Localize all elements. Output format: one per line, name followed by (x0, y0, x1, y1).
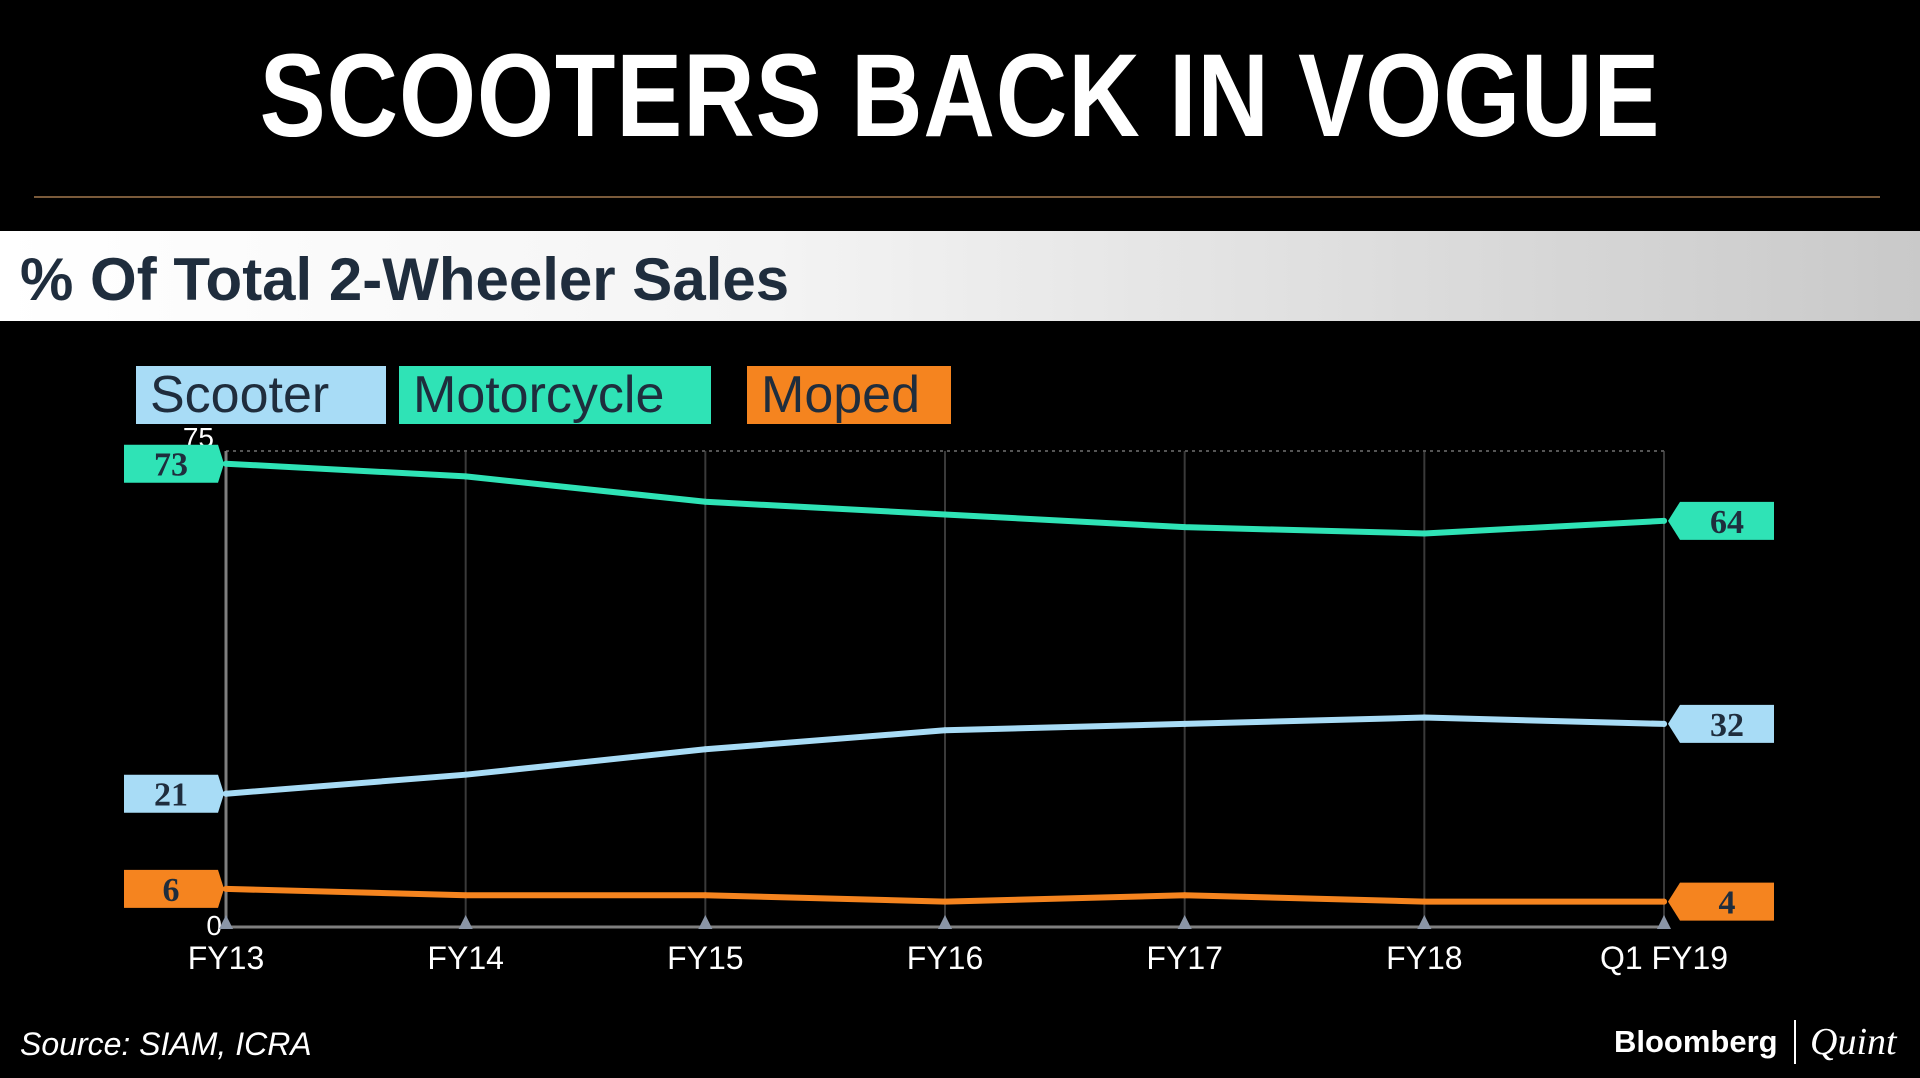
x-tick-marker-6 (1657, 915, 1671, 929)
data-point-scooter-6 (1661, 721, 1667, 727)
brand-sub: Quint (1810, 1020, 1897, 1064)
data-point-motorcycle-2 (702, 499, 708, 505)
data-point-scooter-4 (1182, 721, 1188, 727)
data-point-scooter-5 (1421, 715, 1427, 721)
end-label-moped: 4 (1719, 885, 1736, 922)
data-point-scooter-2 (702, 746, 708, 752)
start-label-motorcycle: 73 (154, 447, 188, 484)
end-label-scooter: 32 (1710, 707, 1744, 744)
data-point-moped-2 (702, 892, 708, 898)
x-tick-label: FY15 (667, 940, 743, 976)
x-tick-marker-1 (459, 915, 473, 929)
data-point-moped-1 (463, 892, 469, 898)
x-tick-marker-4 (1178, 915, 1192, 929)
data-point-motorcycle-5 (1421, 531, 1427, 537)
data-point-scooter-3 (942, 727, 948, 733)
x-tick-label: FY13 (188, 940, 264, 976)
data-point-moped-6 (1661, 899, 1667, 905)
start-label-moped: 6 (163, 872, 180, 909)
data-point-motorcycle-1 (463, 473, 469, 479)
end-label-motorcycle: 64 (1710, 504, 1744, 541)
x-tick-marker-5 (1417, 915, 1431, 929)
data-point-moped-4 (1182, 892, 1188, 898)
source-note: Source: SIAM, ICRA (20, 1026, 312, 1063)
x-tick-label: FY17 (1146, 940, 1222, 976)
data-point-motorcycle-4 (1182, 524, 1188, 530)
x-tick-label: FY14 (427, 940, 503, 976)
x-tick-marker-3 (938, 915, 952, 929)
x-tick-label: FY16 (907, 940, 983, 976)
start-label-scooter: 21 (154, 777, 188, 814)
x-tick-label: Q1 FY19 (1600, 940, 1728, 976)
y-tick-label-min: 0 (206, 910, 222, 941)
data-point-moped-5 (1421, 899, 1427, 905)
data-point-motorcycle-3 (942, 511, 948, 517)
x-tick-marker-2 (698, 915, 712, 929)
line-chart: 750FY13 FY14 FY15 FY16 FY17 FY18 Q1 FY19213273… (0, 0, 1920, 1078)
data-point-motorcycle-6 (1661, 518, 1667, 524)
data-point-scooter-1 (463, 772, 469, 778)
data-point-moped-3 (942, 899, 948, 905)
x-tick-label: FY18 (1386, 940, 1462, 976)
brand-divider (1794, 1020, 1796, 1064)
brand-name: Bloomberg (1614, 1024, 1778, 1060)
